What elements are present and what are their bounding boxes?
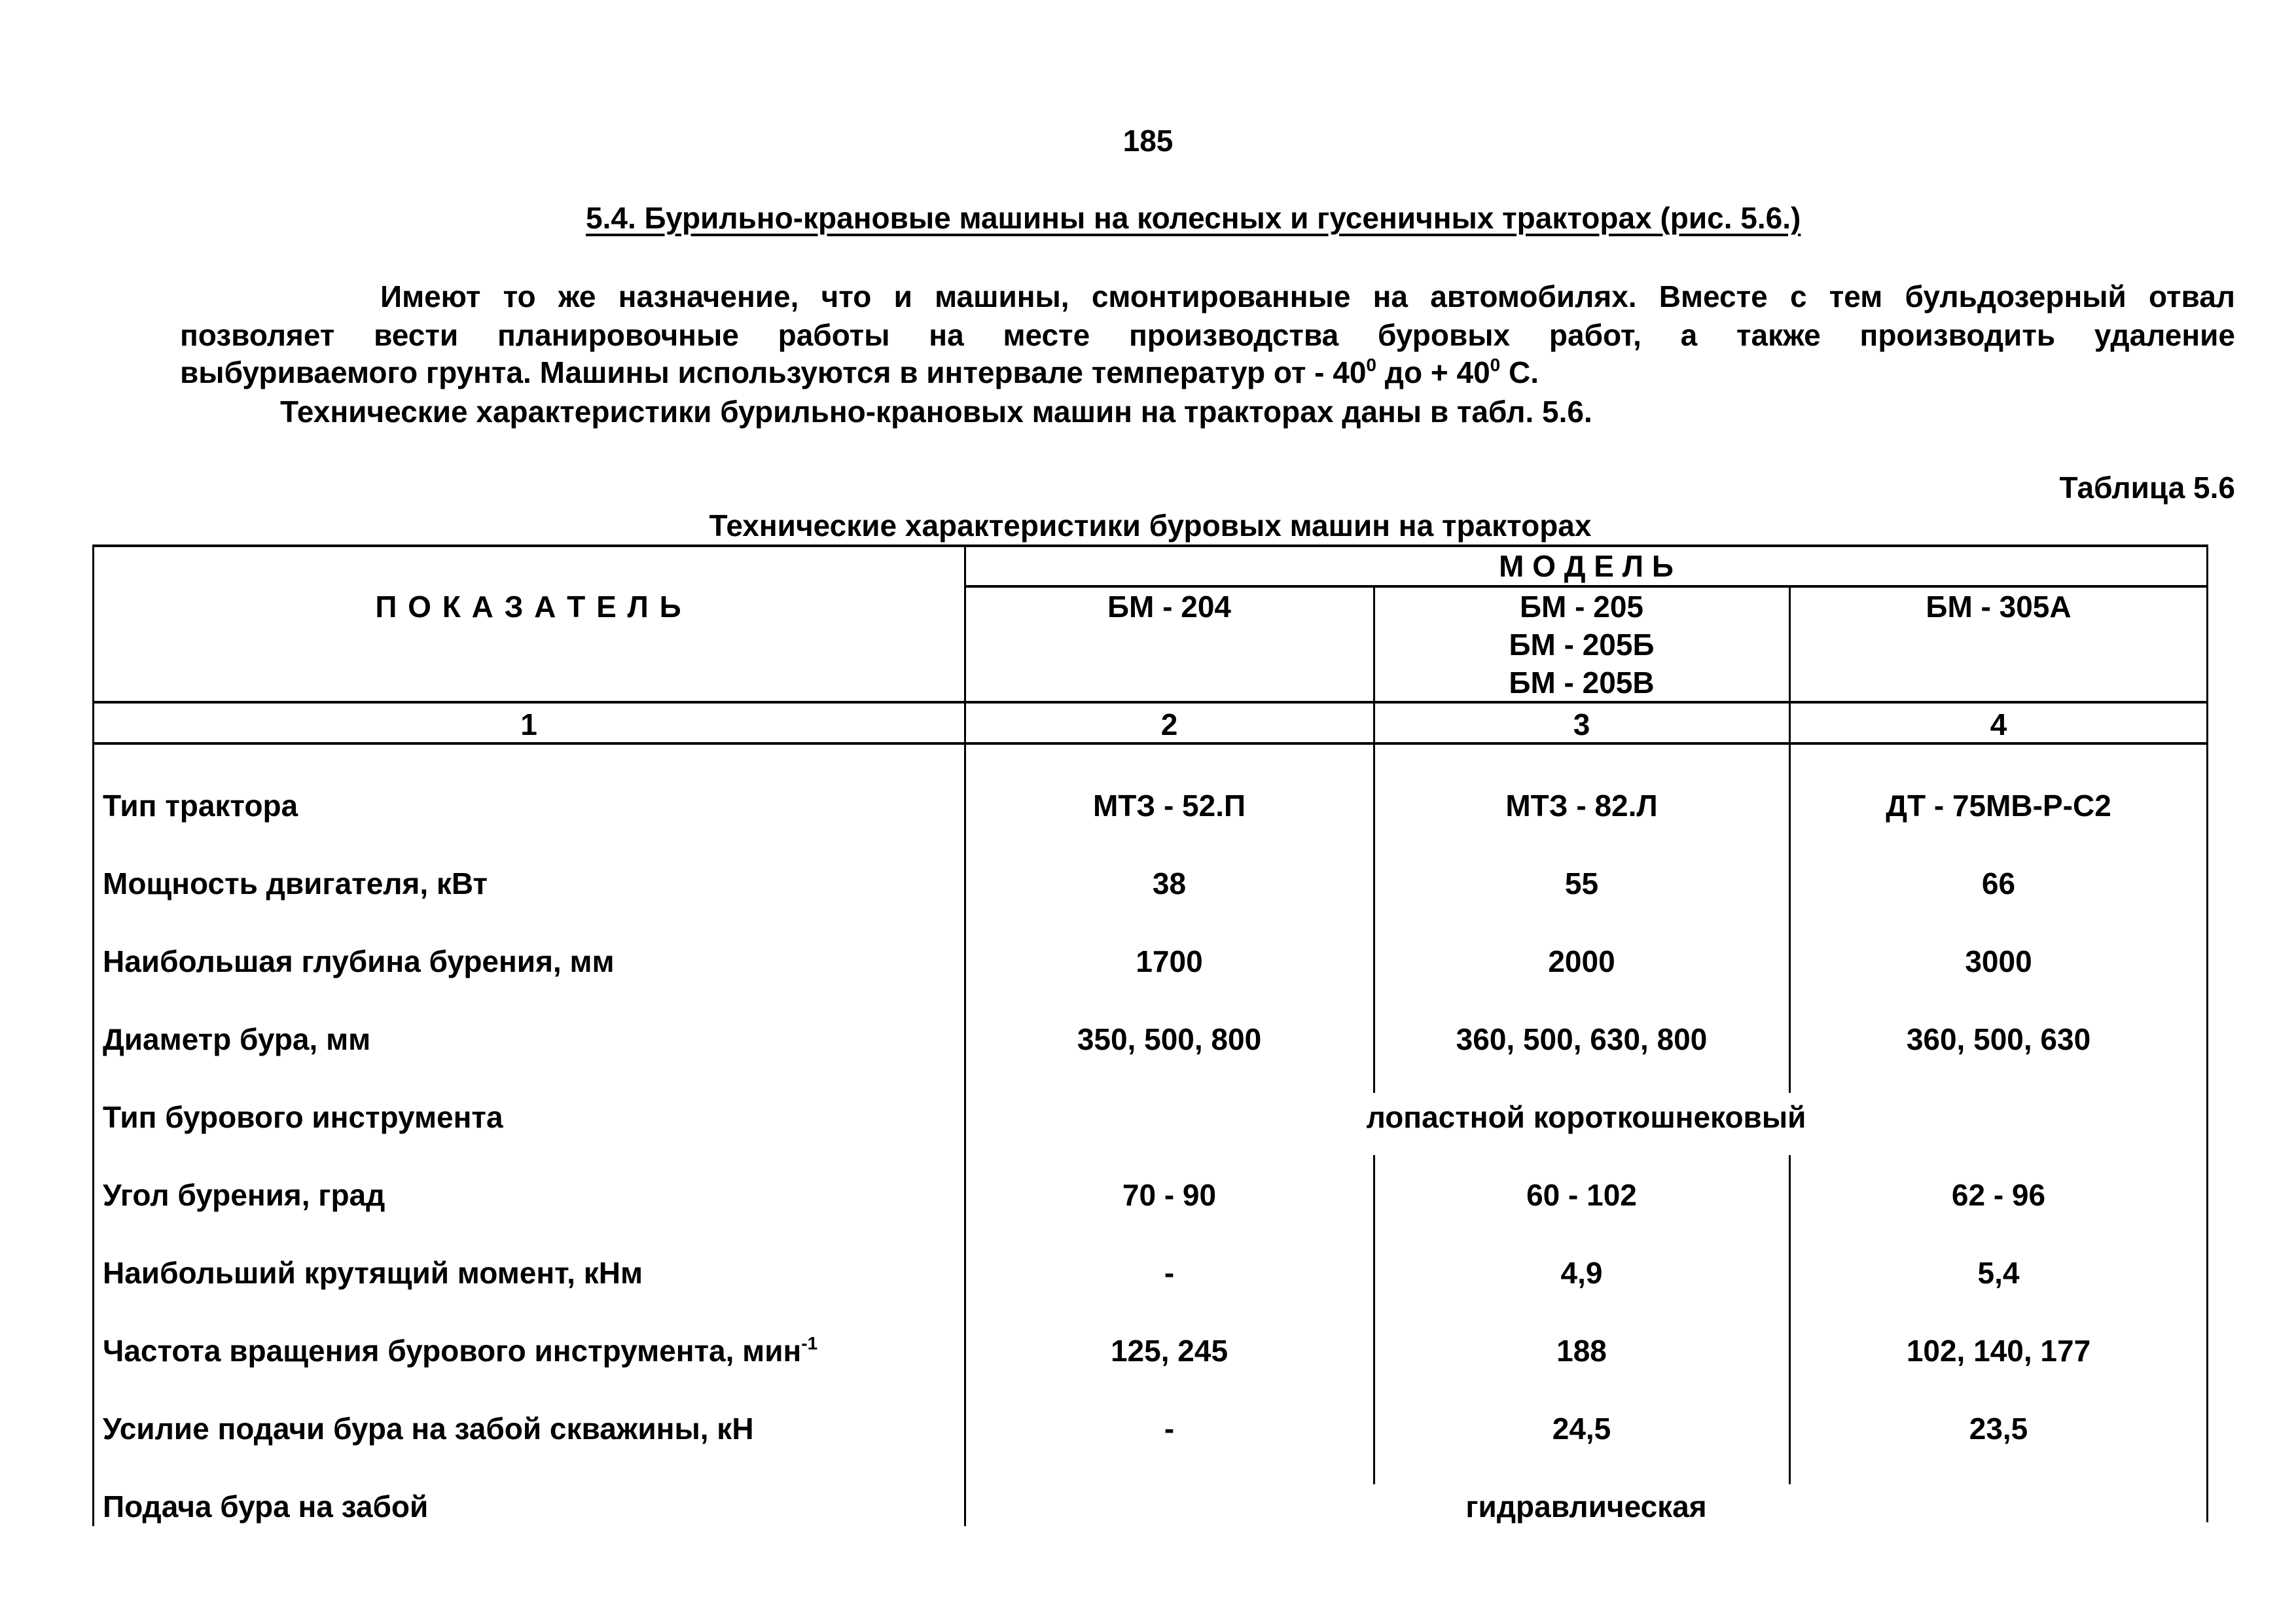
text: до + 40: [1376, 355, 1490, 389]
table-divider: [1373, 1155, 1375, 1484]
row-value: 62 - 96: [1951, 1178, 2046, 1212]
table-divider: [93, 701, 2208, 704]
row-value: 102, 140, 177: [1906, 1334, 2091, 1368]
row-label: Тип трактора: [103, 788, 298, 823]
superscript: -1: [801, 1333, 818, 1353]
row-label: Наибольшая глубина бурения, мм: [103, 944, 615, 979]
label-text: Тип трактора: [103, 789, 298, 823]
model-header: БМ - 204: [965, 588, 1374, 626]
row-label: Угол бурения, град: [103, 1177, 385, 1213]
column-number: 3: [1573, 707, 1590, 741]
row-value: 125, 245: [1110, 1334, 1229, 1368]
row-value: 23,5: [1969, 1412, 2028, 1446]
row-value: 70 - 90: [1122, 1178, 1217, 1212]
row-value: 55: [1564, 866, 1599, 901]
label-text: Наибольшая глубина бурения, мм: [103, 944, 615, 978]
row-value: 60 - 102: [1526, 1178, 1637, 1212]
row-value: 360, 500, 630, 800: [1456, 1022, 1708, 1056]
row-label: Диаметр бура, мм: [103, 1022, 370, 1057]
row-value: -: [1164, 1412, 1175, 1446]
column-number: 2: [1160, 707, 1178, 741]
paragraph-line: позволяет вести планировочные работы на …: [180, 318, 2235, 352]
row-value: 1700: [1136, 944, 1203, 978]
text: С.: [1500, 355, 1539, 389]
header-model: М О Д Е Л Ь: [1499, 549, 1674, 583]
table-border: [92, 544, 94, 1526]
model-header: БМ - 305А: [1789, 588, 2208, 626]
row-value: -: [1164, 1256, 1175, 1290]
superscript: 0: [1490, 355, 1501, 375]
table-divider: [93, 742, 2208, 745]
page-number: 185: [1122, 124, 1174, 158]
table-divider: [965, 585, 2208, 588]
model-name: БМ - 305А: [1926, 590, 2072, 624]
paragraph-line: выбуриваемого грунта. Машины используютс…: [180, 355, 2235, 389]
label-text: Мощность двигателя, кВт: [103, 866, 488, 901]
row-label: Усилие подачи бура на забой скважины, кН: [103, 1411, 754, 1446]
label-text: Диаметр бура, мм: [103, 1022, 371, 1056]
row-value-span: лопастной короткошнековый: [1366, 1100, 1806, 1134]
table-label: Таблица 5.6: [2059, 471, 2235, 505]
table-divider: [1789, 1155, 1791, 1484]
table-divider: [1789, 585, 1791, 1093]
model-name: БМ - 205: [1519, 590, 1643, 624]
model-name: БМ - 204: [1107, 590, 1231, 624]
column-number: 4: [1990, 707, 2007, 741]
superscript: 0: [1366, 355, 1376, 375]
model-name: БМ - 205Б: [1509, 628, 1655, 662]
row-label: Частота вращения бурового инструмента, м…: [103, 1333, 817, 1368]
row-value: 2000: [1548, 944, 1615, 978]
paragraph-line: Технические характеристики бурильно-кран…: [280, 395, 1592, 429]
label-text: Угол бурения, град: [103, 1178, 386, 1212]
row-value: 188: [1556, 1334, 1607, 1368]
table-caption: Технические характеристики буровых машин…: [709, 508, 1592, 543]
column-number: 1: [520, 707, 537, 741]
row-value: МТЗ - 82.Л: [1505, 789, 1658, 823]
table-divider: [1373, 585, 1375, 1093]
label-text: Подача бура на забой: [103, 1489, 429, 1524]
table-border: [93, 544, 2208, 547]
label-text: Частота вращения бурового инструмента, м…: [103, 1334, 802, 1368]
row-value: 5,4: [1977, 1256, 2020, 1290]
row-value: 66: [1981, 866, 2016, 901]
table-border: [2206, 544, 2208, 1522]
label-text: Наибольший крутящий момент, кНм: [103, 1256, 643, 1290]
row-value: МТЗ - 52.П: [1092, 789, 1246, 823]
row-value: 360, 500, 630: [1906, 1022, 2091, 1056]
label-text: Усилие подачи бура на забой скважины, кН: [103, 1412, 754, 1446]
table-divider: [964, 544, 966, 1526]
row-value: 350, 500, 800: [1077, 1022, 1262, 1056]
row-value: 3000: [1965, 944, 2032, 978]
label-text: Тип бурового инструмента: [103, 1100, 503, 1134]
header-indicator: П О К А З А Т Е Л Ь: [375, 590, 683, 624]
row-value: 38: [1152, 866, 1187, 901]
model-name: БМ - 205В: [1509, 666, 1655, 700]
row-label: Наибольший крутящий момент, кНм: [103, 1255, 643, 1291]
row-label: Мощность двигателя, кВт: [103, 866, 488, 901]
row-value: 24,5: [1552, 1412, 1611, 1446]
row-value-span: гидравлическая: [1465, 1489, 1707, 1524]
text: выбуриваемого грунта. Машины используютс…: [180, 355, 1367, 389]
section-heading: 5.4. Бурильно-крановые машины на колесны…: [586, 201, 1801, 235]
row-value: ДТ - 75МВ-Р-С2: [1886, 789, 2111, 823]
row-value: 4,9: [1560, 1256, 1603, 1290]
paragraph-line: Имеют то же назначение, что и машины, см…: [380, 279, 2235, 313]
row-label: Тип бурового инструмента: [103, 1099, 503, 1135]
row-label: Подача бура на забой: [103, 1489, 428, 1524]
model-header: БМ - 205 БМ - 205Б БМ - 205В: [1374, 588, 1789, 702]
